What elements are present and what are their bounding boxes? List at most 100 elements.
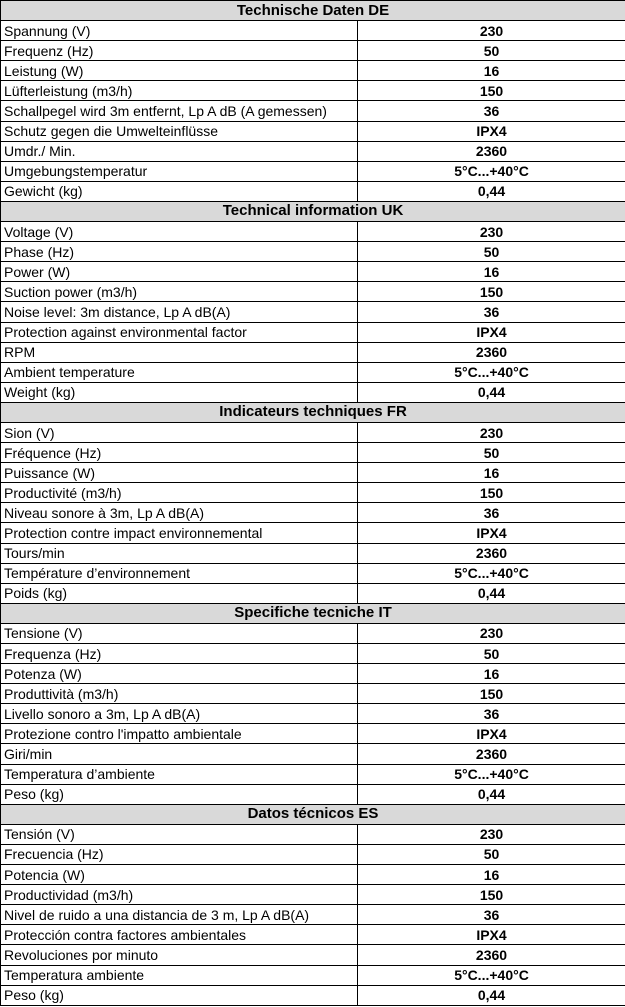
spec-value: 36: [356, 301, 625, 323]
spec-value: 0,44: [356, 783, 625, 805]
table-row: Protección contra factores ambientales IP…: [0, 924, 625, 946]
spec-label: Temperatura ambiente: [0, 964, 358, 986]
table-row: Tensión (V) 230: [0, 823, 625, 845]
table-row: Potencia (W) 16: [0, 864, 625, 886]
spec-value: 230: [356, 622, 625, 645]
spec-label: Umdr./ Min.: [0, 140, 358, 162]
spec-value: 5°C...+40°C: [356, 160, 625, 182]
spec-value: 150: [356, 482, 625, 504]
table-row: Voltage (V) 230: [0, 221, 625, 243]
spec-label: Frequenz (Hz): [0, 40, 358, 62]
spec-label: Protection contre impact environnemental: [0, 522, 358, 544]
table-row: Leistung (W) 16: [0, 60, 625, 82]
spec-label: Protection against environmental factor: [0, 321, 358, 343]
spec-label: Peso (kg): [0, 984, 358, 1006]
spec-value: 0,44: [356, 180, 625, 202]
spec-value: 36: [356, 703, 625, 725]
spec-value: IPX4: [356, 120, 625, 142]
spec-label: Weight (kg): [0, 381, 358, 403]
spec-value: 50: [356, 642, 625, 665]
table-row: Umdr./ Min. 2360: [0, 140, 625, 162]
spec-value: IPX4: [356, 723, 625, 745]
spec-label: Frequenza (Hz): [0, 642, 358, 665]
spec-value: 0,44: [356, 381, 625, 403]
table-row: Suction power (m3/h) 150: [0, 281, 625, 303]
spec-value: 16: [356, 60, 625, 82]
spec-label: Niveau sonore à 3m, Lp A dB(A): [0, 502, 358, 524]
spec-value: 36: [356, 100, 625, 122]
section-title: Indicateurs techniques FR: [0, 401, 625, 423]
section-title: Technische Daten DE: [0, 0, 625, 22]
table-row: Gewicht (kg) 0,44: [0, 180, 625, 202]
table-row: Protection contre impact environnemental…: [0, 522, 625, 544]
table-row: Productivité (m3/h) 150: [0, 482, 625, 504]
spec-value: IPX4: [356, 321, 625, 343]
table-row: Productividad (m3/h) 150: [0, 884, 625, 906]
table-row: Schallpegel wird 3m entfernt, Lp A dB (A…: [0, 100, 625, 122]
table-row: Niveau sonore à 3m, Lp A dB(A) 36: [0, 502, 625, 524]
spec-value: 5°C...+40°C: [356, 361, 625, 383]
spec-value: 5°C...+40°C: [356, 763, 625, 785]
spec-label: Schallpegel wird 3m entfernt, Lp A dB (A…: [0, 100, 358, 122]
spec-value: 50: [356, 40, 625, 62]
spec-label: Puissance (W): [0, 462, 358, 484]
table-row: Protezione contro l'impatto ambientale IP…: [0, 723, 625, 745]
spec-value: 0,44: [356, 582, 625, 604]
spec-value: 2360: [356, 542, 625, 564]
table-row: Lüfterleistung (m3/h) 150: [0, 80, 625, 102]
table-row: Tours/min 2360: [0, 542, 625, 564]
section-title: Datos técnicos ES: [0, 803, 625, 825]
table-row: Ambient temperature 5°C...+40°C: [0, 361, 625, 383]
table-row: Protection against environmental factor I…: [0, 321, 625, 343]
spec-label: Frecuencia (Hz): [0, 843, 358, 866]
spec-label: Voltage (V): [0, 221, 358, 243]
table-row: Sion (V) 230: [0, 421, 625, 444]
spec-value: 50: [356, 241, 625, 263]
spec-value: IPX4: [356, 924, 625, 946]
table-row: Power (W) 16: [0, 261, 625, 283]
table-row: Revoluciones por minuto 2360: [0, 944, 625, 966]
table-row: Spannung (V) 230: [0, 20, 625, 42]
spec-label: Tensión (V): [0, 823, 358, 845]
spec-label: Potencia (W): [0, 864, 358, 886]
spec-value: 2360: [356, 140, 625, 162]
table-row: Temperatura ambiente 5°C...+40°C: [0, 964, 625, 986]
table-row: Produttività (m3/h) 150: [0, 683, 625, 705]
spec-label: Productivité (m3/h): [0, 482, 358, 504]
spec-label: Productividad (m3/h): [0, 884, 358, 906]
spec-label: Livello sonoro a 3m, Lp A dB(A): [0, 703, 358, 725]
table-row: Schutz gegen die Umwelteinflüsse IPX4: [0, 120, 625, 142]
spec-value: 150: [356, 80, 625, 102]
spec-label: Produttività (m3/h): [0, 683, 358, 705]
spec-label: Umgebungstemperatur: [0, 160, 358, 182]
spec-label: Ambient temperature: [0, 361, 358, 383]
spec-label: Tours/min: [0, 542, 358, 564]
table-row: Fréquence (Hz) 50: [0, 442, 625, 464]
spec-value: 16: [356, 864, 625, 886]
spec-label: Power (W): [0, 261, 358, 283]
spec-value: 16: [356, 261, 625, 283]
spec-label: Nivel de ruido a una distancia de 3 m, L…: [0, 904, 358, 926]
table-row: Weight (kg) 0,44: [0, 381, 625, 403]
table-row: Potenza (W) 16: [0, 663, 625, 685]
spec-label: Temperatura d’ambiente: [0, 763, 358, 785]
table-row: Livello sonoro a 3m, Lp A dB(A) 36: [0, 703, 625, 725]
table-row: Giri/min 2360: [0, 743, 625, 765]
section-header-es: Datos técnicos ES: [0, 803, 625, 825]
section-header-uk: Technical information UK: [0, 200, 625, 223]
spec-label: Noise level: 3m distance, Lp A dB(A): [0, 301, 358, 323]
table-row: Frequenz (Hz) 50: [0, 40, 625, 62]
spec-value: 36: [356, 502, 625, 524]
spec-value: 150: [356, 281, 625, 303]
spec-value: 2360: [356, 944, 625, 966]
spec-label: Leistung (W): [0, 60, 358, 82]
table-row: Poids (kg) 0,44: [0, 582, 625, 604]
spec-label: Lüfterleistung (m3/h): [0, 80, 358, 102]
spec-label: Giri/min: [0, 743, 358, 765]
table-row: Frecuencia (Hz) 50: [0, 843, 625, 866]
table-row: Tensione (V) 230: [0, 622, 625, 645]
section-header-fr: Indicateurs techniques FR: [0, 401, 625, 423]
spec-label: Protezione contro l'impatto ambientale: [0, 723, 358, 745]
spec-label: Poids (kg): [0, 582, 358, 604]
spec-label: Tensione (V): [0, 622, 358, 645]
